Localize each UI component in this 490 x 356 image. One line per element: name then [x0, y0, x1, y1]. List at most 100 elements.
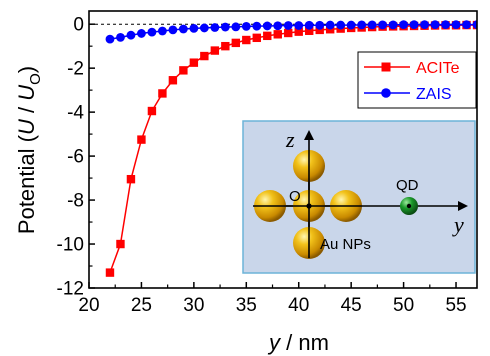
x-axis-label-unit: / nm: [280, 330, 329, 355]
data-point-zais: [105, 34, 115, 44]
data-point-acite: [126, 174, 136, 184]
y-tick-label: -12: [57, 279, 84, 300]
x-tick-label: 55: [445, 295, 466, 316]
series-layer: [105, 20, 477, 277]
legend-box: [357, 51, 477, 109]
y-axis-label-u: U: [14, 119, 39, 135]
legend-item-acite: ACITe: [364, 60, 460, 77]
data-point-zais: [116, 32, 125, 42]
y-tick-label: -4: [67, 103, 84, 124]
data-point-zais: [158, 26, 167, 36]
y-axis-ticks: 0 -2 -4 -6 -8 -10 -12: [57, 15, 95, 300]
data-point-acite: [158, 89, 167, 98]
data-point-zais: [220, 22, 230, 32]
data-point-zais: [357, 20, 367, 30]
data-point-zais: [137, 29, 146, 38]
data-point-zais: [178, 24, 188, 34]
data-point-zais: [231, 22, 241, 32]
data-point-acite: [116, 239, 125, 249]
data-point-zais: [199, 23, 209, 33]
legend-acite-label: ACITe: [416, 60, 460, 77]
data-point-zais: [420, 20, 429, 30]
y-tick-label: -2: [67, 59, 84, 80]
data-point-zais: [273, 21, 283, 31]
inset-diagram: z y O QD Au NPs: [242, 120, 476, 274]
data-point-zais: [252, 21, 262, 31]
plot-frame: [88, 10, 478, 289]
data-point-zais: [462, 20, 471, 30]
x-tick-label: 20: [78, 295, 99, 316]
inset-z-label: z: [285, 127, 295, 152]
data-point-acite: [273, 30, 282, 39]
data-point-acite: [137, 135, 146, 144]
x-tick-label: 40: [288, 295, 309, 316]
data-point-zais: [367, 20, 377, 30]
x-tick-label: 50: [393, 295, 414, 316]
legend: ACITe ZAIS: [357, 51, 477, 109]
data-point-zais: [210, 23, 220, 32]
data-point-zais: [147, 27, 157, 37]
data-point-acite: [168, 76, 178, 85]
data-point-acite: [252, 33, 261, 43]
y-axis-label: Potential (U / UO): [14, 66, 44, 234]
x-tick-label: 45: [341, 295, 362, 316]
inset-z-arrow: [304, 130, 314, 140]
inset-y-label: y: [452, 212, 464, 237]
data-point-zais: [399, 20, 408, 30]
legend-item-zais: ZAIS: [364, 86, 452, 103]
y-tick-label: 0: [73, 15, 84, 36]
data-point-zais: [189, 23, 199, 33]
data-point-acite: [179, 66, 188, 75]
data-point-zais: [325, 20, 335, 30]
data-point-acite: [200, 51, 209, 61]
data-point-zais: [336, 20, 346, 30]
y-tick-label: -8: [67, 191, 84, 212]
legend-zais-label: ZAIS: [416, 86, 452, 103]
data-point-acite: [284, 28, 293, 38]
data-point-acite: [263, 31, 272, 41]
data-point-acite: [147, 106, 157, 116]
y-axis-label-sep: /: [14, 101, 39, 119]
data-point-acite: [210, 46, 220, 55]
data-point-zais: [346, 20, 356, 30]
y-axis-label-text: Potential (: [14, 134, 39, 234]
data-point-zais: [241, 21, 251, 31]
data-point-zais: [378, 20, 388, 30]
x-tick-label: 30: [183, 295, 204, 316]
data-point-acite: [231, 38, 241, 48]
data-point-zais: [168, 25, 178, 35]
data-point-zais: [472, 20, 477, 30]
y-axis-label-close: ): [14, 66, 39, 73]
data-point-acite: [221, 41, 230, 51]
x-axis-ticks: 20 25 30 35 40 45 50 55: [78, 282, 467, 316]
x-axis-label: y / nm: [267, 330, 329, 355]
data-point-acite: [242, 35, 251, 45]
au-nps-label: Au NPs: [320, 236, 371, 253]
data-point-acite: [305, 26, 314, 35]
data-point-zais: [283, 21, 293, 30]
data-point-acite: [105, 268, 115, 277]
y-axis-label-u0: U: [14, 85, 39, 101]
quantum-dot-center: [406, 203, 412, 209]
data-point-zais: [409, 20, 419, 30]
data-point-zais: [388, 20, 398, 30]
x-axis-label-var: y: [267, 330, 282, 355]
data-point-zais: [430, 20, 440, 30]
y-tick-label: -10: [57, 235, 84, 256]
origin-label: O: [289, 188, 301, 205]
data-point-acite: [189, 58, 199, 67]
x-tick-label: 35: [236, 295, 257, 316]
data-point-acite: [315, 25, 324, 35]
data-point-zais: [294, 21, 304, 30]
qd-label: QD: [396, 177, 419, 194]
y-tick-label: -6: [67, 147, 84, 168]
data-point-zais: [441, 20, 450, 30]
origin-dot: [306, 203, 312, 209]
x-tick-label: 25: [131, 295, 152, 316]
data-point-zais: [126, 30, 136, 40]
legend-acite-marker: [381, 62, 391, 72]
inset-y-arrow: [458, 201, 468, 211]
data-point-zais: [315, 20, 325, 30]
legend-zais-marker: [381, 88, 391, 98]
